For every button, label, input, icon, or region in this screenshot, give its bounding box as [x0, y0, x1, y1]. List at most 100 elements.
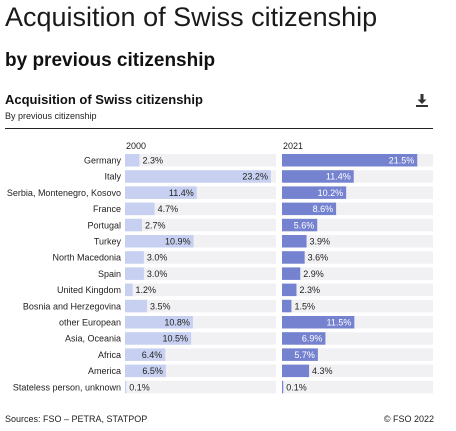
bar-track: [125, 251, 276, 264]
bar-track: [282, 299, 433, 313]
bar-2021: [282, 218, 318, 232]
bar-2000: [125, 170, 271, 183]
bar-2000: [125, 364, 166, 378]
data-label-2000: 23.2%: [242, 172, 268, 182]
data-label-2021: 10.2%: [318, 188, 344, 198]
data-label-2000: 10.9%: [165, 236, 191, 246]
bar-2000: [125, 218, 142, 232]
category-label: Germany: [84, 155, 122, 165]
page-subtitle: by previous citizenship: [5, 50, 216, 71]
source-note: Sources: FSO – PETRA, STATPOP: [5, 414, 148, 424]
bar-track: [282, 218, 433, 232]
bar-track: [125, 380, 276, 394]
bar-2021: [282, 283, 297, 297]
data-label-2021: 3.9%: [310, 236, 331, 246]
data-label-2000: 3.0%: [147, 269, 168, 279]
bar-2021: [282, 186, 347, 199]
bar-2000: [125, 299, 148, 313]
data-label-2021: 5.6%: [294, 220, 315, 230]
bar-2021: [282, 380, 284, 394]
series-header-2021: 2021: [283, 141, 303, 151]
bar-chart: 2000 2021 Germany 2.3% 21.5% Italy 23.2% 11.4% S…: [7, 141, 433, 394]
bar-track: [282, 235, 433, 248]
bar-track: [125, 267, 276, 280]
bar-track: [125, 218, 276, 232]
copyright-note: © FSO 2022: [383, 414, 434, 424]
data-label-2021: 2.9%: [303, 269, 324, 279]
bar-2000: [125, 186, 197, 199]
data-label-2021: 11.4%: [326, 172, 351, 182]
download-icon[interactable]: [414, 92, 430, 108]
category-label: Serbia, Montenegro, Kosovo: [7, 188, 121, 198]
bar-2000: [125, 348, 166, 361]
bar-2021: [282, 299, 292, 313]
category-label: Stateless person, unknown: [13, 382, 121, 392]
data-label-2021: 5.7%: [294, 350, 315, 360]
bar-track: [125, 283, 276, 297]
bar-2021: [282, 170, 354, 183]
bar-2000: [125, 154, 140, 167]
data-label-2000: 11.4%: [169, 188, 194, 198]
title-divider: [5, 128, 433, 129]
bar-track: [282, 251, 433, 264]
bar-2000: [125, 251, 144, 264]
category-label: Spain: [98, 269, 121, 279]
bar-2021: [282, 251, 305, 264]
category-label: America: [88, 366, 121, 376]
category-label: Portugal: [87, 220, 121, 230]
bar-track: [282, 380, 433, 394]
bar-2000: [125, 235, 194, 248]
data-label-2021: 11.5%: [326, 317, 351, 327]
bar-track: [125, 299, 276, 313]
data-label-2021: 2.3%: [299, 285, 320, 295]
data-label-2021: 1.5%: [294, 301, 315, 311]
category-label: North Macedonia: [52, 253, 121, 263]
data-label-2021: 21.5%: [389, 155, 415, 165]
data-label-2000: 10.5%: [163, 334, 189, 344]
category-label: France: [93, 204, 121, 214]
bar-2021: [282, 332, 326, 345]
bar-2000: [125, 316, 193, 329]
bar-2000: [125, 283, 133, 297]
category-label: United Kingdom: [57, 285, 121, 295]
chart-title: Acquisition of Swiss citizenship: [5, 92, 203, 107]
bar-2021: [282, 316, 355, 329]
data-label-2000: 6.5%: [142, 366, 163, 376]
category-label: Africa: [98, 350, 121, 360]
bar-2021: [282, 364, 310, 378]
data-label-2021: 6.9%: [302, 334, 323, 344]
data-label-2000: 4.7%: [158, 204, 179, 214]
bar-track: [282, 348, 433, 361]
bar-track: [282, 267, 433, 280]
bar-2021: [282, 154, 418, 167]
category-label: Asia, Oceania: [65, 334, 121, 344]
bar-track: [282, 283, 433, 297]
bar-2000: [125, 380, 127, 394]
bar-track: [282, 364, 433, 378]
bar-2021: [282, 235, 307, 248]
bar-2021: [282, 202, 337, 216]
data-label-2000: 3.0%: [147, 253, 168, 263]
data-label-2000: 1.2%: [136, 285, 157, 295]
bar-2021: [282, 267, 301, 280]
category-label: Bosnia and Herzegovina: [23, 301, 121, 311]
bar-track: [125, 202, 276, 216]
category-label: other European: [59, 317, 121, 327]
data-label-2021: 3.6%: [308, 253, 329, 263]
chart-subtitle: By previous citizenship: [5, 111, 97, 121]
data-label-2021: 4.3%: [312, 366, 333, 376]
data-label-2000: 3.5%: [150, 301, 171, 311]
data-label-2000: 2.7%: [145, 220, 166, 230]
bar-2021: [282, 348, 318, 361]
data-label-2000: 0.1%: [129, 382, 150, 392]
category-label: Italy: [104, 172, 121, 182]
data-label-2021: 0.1%: [286, 382, 307, 392]
category-label: Turkey: [94, 236, 122, 246]
bar-2000: [125, 267, 144, 280]
data-label-2000: 2.3%: [142, 155, 163, 165]
series-header-2000: 2000: [126, 141, 146, 151]
data-label-2000: 10.8%: [164, 317, 190, 327]
bar-2000: [125, 332, 192, 345]
bar-2000: [125, 202, 155, 216]
data-label-2021: 8.6%: [313, 204, 334, 214]
